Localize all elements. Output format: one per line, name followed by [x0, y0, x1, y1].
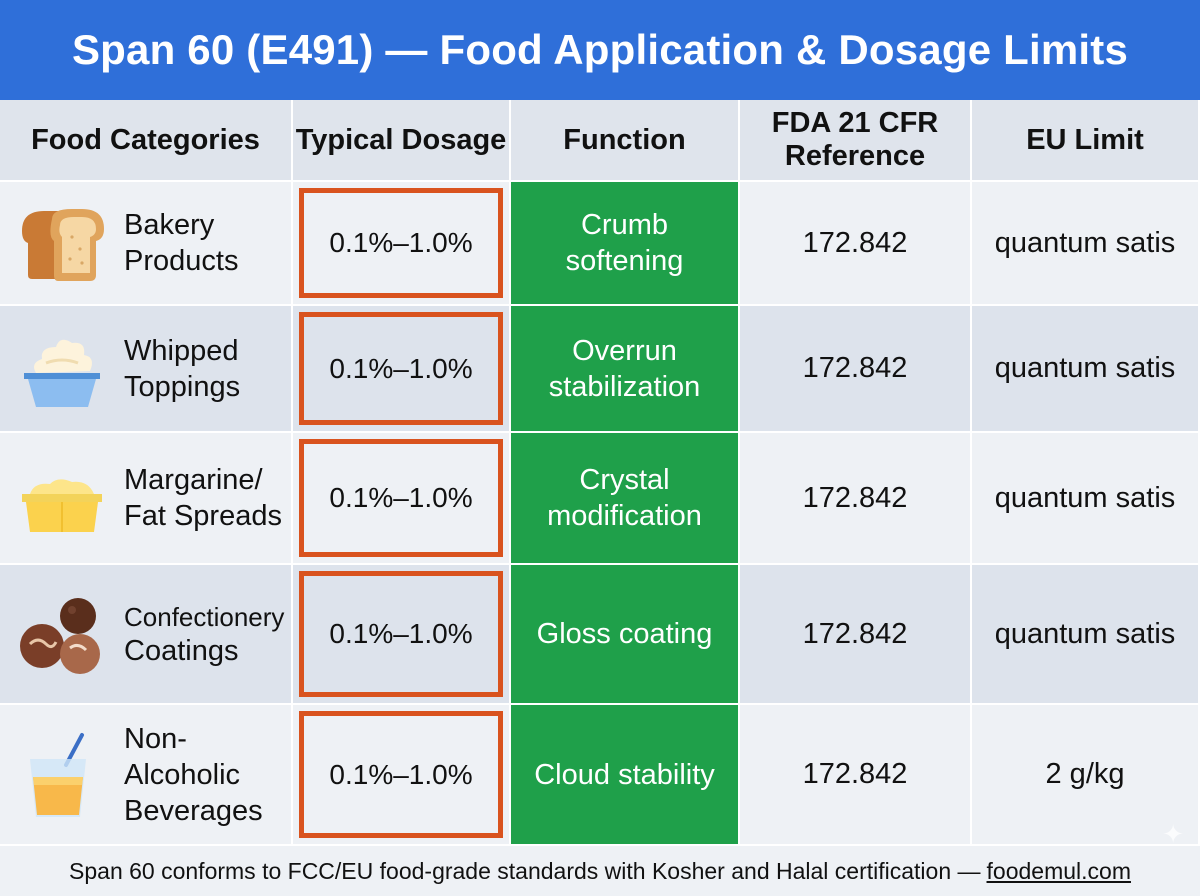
- table-row-category: Bakery Products: [0, 182, 293, 306]
- fda-reference-cell: 172.842: [740, 306, 972, 433]
- category-line: Beverages: [124, 794, 263, 827]
- function-line: Crystal: [579, 464, 670, 496]
- eu-limit-cell: 2 g/kg: [972, 705, 1200, 846]
- dosage-value: 0.1%–1.0%: [299, 571, 503, 697]
- sparkle-icon: ✦: [1162, 819, 1184, 849]
- function-line: Cloud stability: [534, 758, 715, 791]
- dosage-value: 0.1%–1.0%: [299, 312, 503, 425]
- page-title: Span 60 (E491) — Food Application & Dosa…: [71, 26, 1129, 73]
- header-function: Function: [511, 100, 740, 182]
- function-line: softening: [565, 245, 684, 277]
- dosage-cell: 0.1%–1.0%: [293, 182, 511, 306]
- category-line: Bakery: [124, 209, 215, 241]
- juice-glass-icon: [16, 729, 108, 821]
- category-line: Whipped: [124, 334, 239, 367]
- header-food-categories: Food Categories: [0, 100, 293, 182]
- fda-reference-cell: 172.842: [740, 433, 972, 565]
- header-typical-dosage: Typical Dosage: [293, 100, 511, 182]
- category-label: Bakery Products: [124, 207, 238, 279]
- category-line: Coatings: [124, 635, 239, 667]
- footer-note: Span 60 conforms to FCC/EU food-grade st…: [0, 846, 1200, 896]
- function-cell: Gloss coating: [511, 565, 740, 705]
- fda-reference-cell: 172.842: [740, 565, 972, 705]
- eu-limit-cell: quantum satis: [972, 306, 1200, 433]
- category-label: Confectionery Coatings: [124, 600, 284, 668]
- header-fda-line2: Reference: [784, 140, 926, 172]
- footer-link[interactable]: foodemul.com: [986, 857, 1131, 884]
- header-eu-limit: EU Limit: [972, 100, 1200, 182]
- function-line: modification: [547, 500, 702, 532]
- category-line: Confectionery: [124, 602, 285, 632]
- margarine-tub-icon: [16, 452, 108, 544]
- footer-text: Span 60 conforms to FCC/EU food-grade st…: [69, 857, 981, 884]
- dosage-table: Food Categories Typical Dosage Function …: [0, 100, 1200, 846]
- category-line: Fat Spreads: [124, 500, 282, 532]
- whipped-topping-icon: [16, 323, 108, 415]
- bread-icon: [16, 197, 108, 289]
- category-label: Non- Alcoholic Beverages: [124, 721, 263, 829]
- category-label: Whipped Toppings: [124, 333, 240, 405]
- header-fda-reference: FDA 21 CFR Reference: [740, 100, 972, 182]
- dosage-cell: 0.1%–1.0%: [293, 565, 511, 705]
- title-bar: Span 60 (E491) — Food Application & Dosa…: [0, 0, 1200, 100]
- category-label: Margarine/ Fat Spreads: [124, 462, 282, 534]
- category-line: Toppings: [124, 370, 241, 403]
- dosage-value: 0.1%–1.0%: [299, 439, 503, 557]
- dosage-value: 0.1%–1.0%: [299, 188, 503, 298]
- function-cell: Cloud stability: [511, 705, 740, 846]
- category-line: Non-: [124, 722, 187, 755]
- function-line: Gloss coating: [536, 618, 713, 650]
- eu-limit-cell: quantum satis: [972, 565, 1200, 705]
- function-cell: Crumb softening: [511, 182, 740, 306]
- function-line: Overrun: [572, 334, 677, 367]
- function-cell: Overrun stabilization: [511, 306, 740, 433]
- category-line: Alcoholic: [124, 758, 241, 791]
- function-cell: Crystal modification: [511, 433, 740, 565]
- header-fda-line1: FDA 21 CFR: [771, 107, 939, 139]
- table-row-category: Margarine/ Fat Spreads: [0, 433, 293, 565]
- dosage-cell: 0.1%–1.0%: [293, 306, 511, 433]
- dosage-cell: 0.1%–1.0%: [293, 705, 511, 846]
- eu-limit-cell: quantum satis: [972, 433, 1200, 565]
- fda-reference-cell: 172.842: [740, 182, 972, 306]
- chocolate-truffles-icon: [16, 588, 108, 680]
- category-line: Margarine/: [124, 464, 263, 496]
- function-line: stabilization: [548, 370, 701, 403]
- table-row-category: Confectionery Coatings: [0, 565, 293, 705]
- dosage-cell: 0.1%–1.0%: [293, 433, 511, 565]
- eu-limit-cell: quantum satis: [972, 182, 1200, 306]
- table-row-category: Non- Alcoholic Beverages: [0, 705, 293, 846]
- category-line: Products: [124, 245, 239, 277]
- function-line: Crumb: [580, 209, 668, 241]
- fda-reference-cell: 172.842: [740, 705, 972, 846]
- table-row-category: Whipped Toppings: [0, 306, 293, 433]
- dosage-value: 0.1%–1.0%: [299, 711, 503, 838]
